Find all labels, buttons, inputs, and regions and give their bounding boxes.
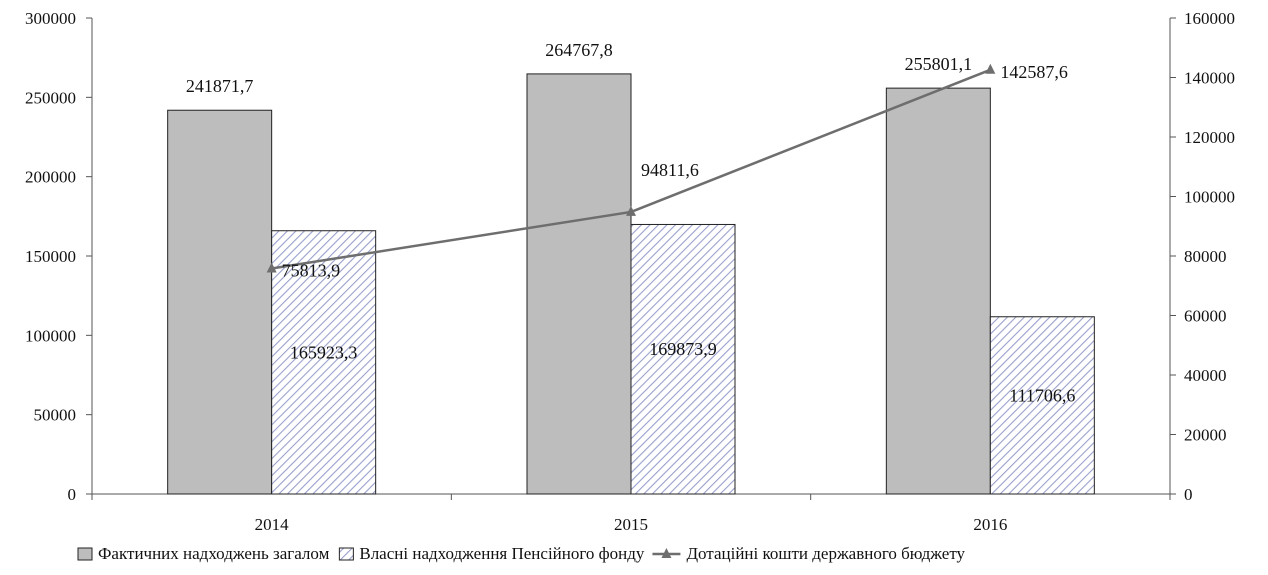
data-label-subsidy: 75813,9 <box>282 260 341 280</box>
y2-tick-label: 60000 <box>1184 307 1227 326</box>
legend-label-subsidy: Дотаційні кошти державного бюджету <box>686 544 965 563</box>
data-label-own-revenue: 165923,3 <box>290 342 358 362</box>
y2-tick-label: 120000 <box>1184 128 1235 147</box>
legend-swatch-own-revenue <box>338 547 354 561</box>
bar-total <box>526 73 632 495</box>
bar-own-revenue <box>630 223 736 495</box>
y-tick-label: 250000 <box>25 88 76 107</box>
y2-tick-label: 0 <box>1184 485 1193 504</box>
legend-swatch-total <box>77 547 93 561</box>
y-tick-label: 50000 <box>34 406 77 425</box>
data-label-total: 264767,8 <box>545 40 613 60</box>
bar-own-revenue <box>271 230 377 495</box>
axes: 0 50000 100000 150000 200000 250000 300000 0 200… <box>25 9 1235 534</box>
legend-label-total: Фактичних надходжень загалом <box>98 544 330 563</box>
x-tick-label: 2014 <box>255 515 290 534</box>
bar-total <box>885 87 991 495</box>
marker-subsidy <box>266 262 277 273</box>
bar-total <box>167 109 273 495</box>
y2-tick-label: 160000 <box>1184 9 1235 28</box>
legend-marker-subsidy <box>661 548 672 558</box>
y-tick-label: 200000 <box>25 168 76 187</box>
data-label-own-revenue: 169873,9 <box>649 339 717 359</box>
y2-tick-label: 140000 <box>1184 69 1235 88</box>
x-tick-label: 2016 <box>973 515 1007 534</box>
line-series <box>266 63 996 273</box>
y2-tick-label: 100000 <box>1184 188 1235 207</box>
data-label-subsidy: 94811,6 <box>641 160 699 180</box>
y2-tick-label: 40000 <box>1184 366 1227 385</box>
data-label-subsidy: 142587,6 <box>1000 62 1067 82</box>
y2-tick-label: 80000 <box>1184 247 1227 266</box>
y-tick-label: 150000 <box>25 247 76 266</box>
bars <box>167 73 1095 495</box>
bar-own-revenue <box>989 316 1095 495</box>
marker-subsidy <box>626 205 636 216</box>
x-tick-label: 2015 <box>614 515 648 534</box>
legend-label-own-revenue: Власні надходження Пенсійного фонду <box>359 544 645 563</box>
marker-subsidy <box>985 63 996 74</box>
data-label-own-revenue: 111706,6 <box>1009 385 1075 405</box>
data-labels: 241871,7 165923,3 264767,8 169873,9 255801,1… <box>186 40 1076 405</box>
y2-tick-label: 20000 <box>1184 426 1227 445</box>
y-tick-label: 300000 <box>25 9 76 28</box>
data-label-total: 241871,7 <box>186 76 254 96</box>
y-tick-label: 0 <box>68 485 77 504</box>
data-label-total: 255801,1 <box>905 54 973 74</box>
y-tick-label: 100000 <box>25 326 76 345</box>
legend: Фактичних надходжень загалом Власні надхо… <box>77 544 966 563</box>
